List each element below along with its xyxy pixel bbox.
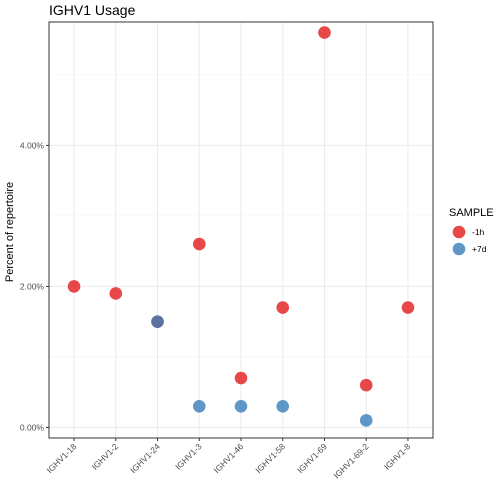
data-point bbox=[276, 301, 290, 314]
data-point bbox=[359, 414, 373, 427]
x-tick-label: IGHV1-3 bbox=[173, 441, 204, 472]
x-tick-label: IGHV1-69-2 bbox=[331, 441, 370, 480]
legend-label: -1h bbox=[472, 227, 485, 237]
y-tick-label: 4.00% bbox=[20, 140, 45, 150]
y-tick-label: 0.00% bbox=[20, 422, 45, 432]
x-tick-label: IGHV1-8 bbox=[382, 441, 413, 472]
plot-panel: 0.00% 2.00% 4.00% IGHV1-18 IGHV1-2 IGHV1-24 IG… bbox=[20, 21, 434, 480]
data-point bbox=[109, 287, 123, 300]
y-axis-title: Percent of repertoire bbox=[4, 182, 16, 282]
data-point bbox=[359, 378, 373, 392]
data-point bbox=[151, 315, 164, 328]
data-point bbox=[192, 399, 206, 413]
data-point bbox=[234, 399, 248, 413]
legend-label: +7d bbox=[472, 244, 487, 254]
data-point bbox=[67, 280, 81, 293]
x-tick-label: IGHV1-69 bbox=[295, 441, 329, 475]
data-point bbox=[234, 371, 248, 385]
x-tick-label: IGHV1-24 bbox=[128, 441, 162, 475]
chart-title: IGHV1 Usage bbox=[49, 2, 136, 18]
y-tick-label: 2.00% bbox=[20, 281, 45, 291]
legend-key bbox=[452, 242, 466, 256]
legend: SAMPLE -1h +7d bbox=[449, 207, 494, 256]
data-point bbox=[318, 26, 331, 39]
data-point bbox=[276, 399, 290, 413]
x-tick-label: IGHV1-58 bbox=[253, 441, 287, 475]
x-tick-label: IGHV1-46 bbox=[212, 441, 246, 475]
x-tick-label: IGHV1-18 bbox=[45, 441, 79, 475]
legend-title: SAMPLE bbox=[449, 207, 494, 219]
legend-key bbox=[452, 225, 466, 239]
data-point bbox=[192, 237, 206, 251]
x-tick-label: IGHV1-2 bbox=[90, 441, 121, 472]
data-point bbox=[401, 301, 415, 314]
